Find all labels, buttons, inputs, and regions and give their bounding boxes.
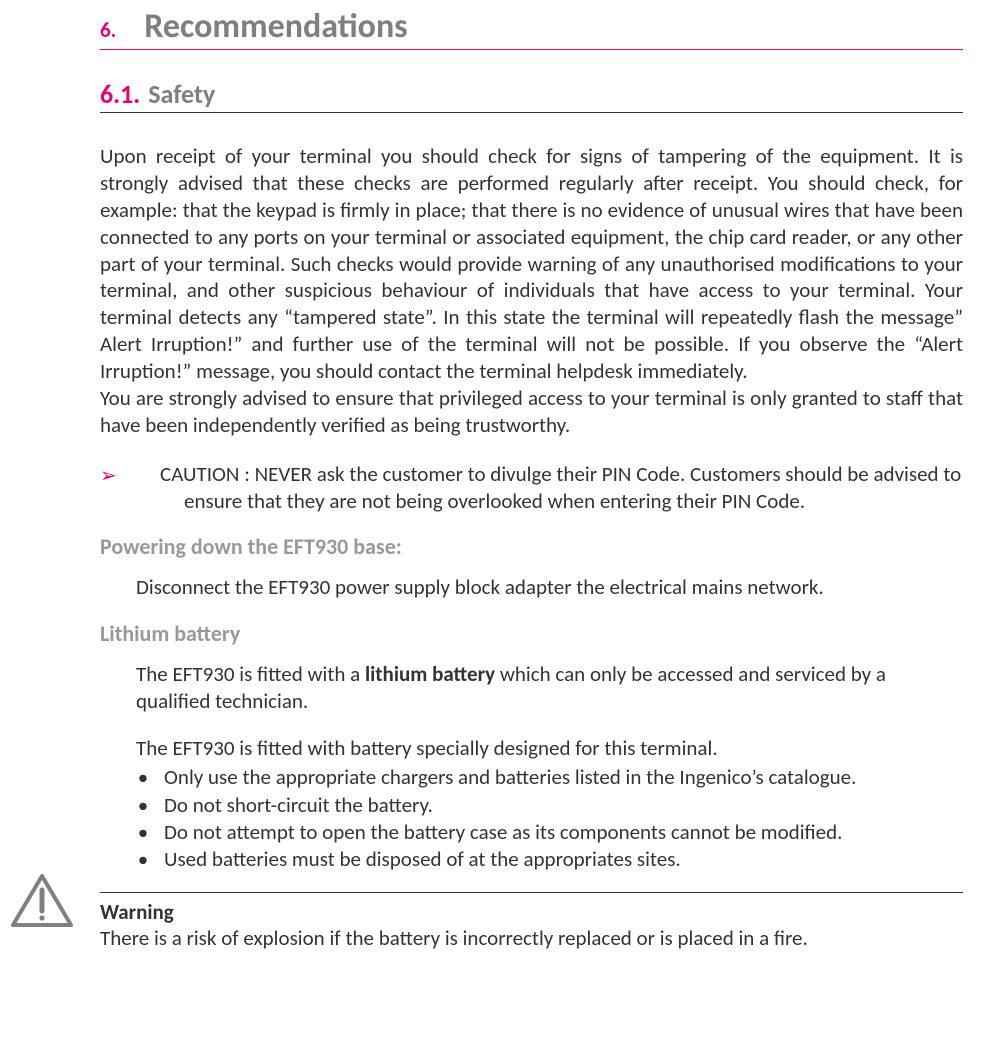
lithium-p1-pre: The EFT930 is fitted with a (136, 661, 365, 687)
lithium-paragraph-1: The EFT930 is fitted with a lithium batt… (136, 661, 963, 716)
section-heading: 6. Recommendations (100, 6, 963, 50)
list-item-text: Used batteries must be disposed of at th… (164, 846, 681, 873)
list-item: • Do not attempt to open the battery cas… (136, 819, 963, 846)
powering-text: Disconnect the EFT930 power supply block… (136, 574, 963, 601)
warning-block: Warning There is a risk of explosion if … (100, 899, 963, 952)
body-paragraph-2: You are strongly advised to ensure that … (100, 385, 963, 439)
lithium-p1-bold: lithium battery (365, 661, 495, 687)
powering-heading: Powering down the EFT930 base: (100, 533, 963, 560)
list-item-text: Do not attempt to open the battery case … (164, 819, 842, 846)
lithium-heading: Lithium battery (100, 620, 963, 647)
caution-row: ➢ CAUTION : NEVER ask the customer to di… (100, 461, 963, 516)
section-number: 6. (100, 17, 116, 43)
section-title: Recommendations (144, 6, 407, 47)
subsection-number: 6.1. (100, 78, 140, 110)
list-item: • Used batteries must be disposed of at … (136, 846, 963, 873)
body-paragraph-1: Upon receipt of your terminal you should… (100, 143, 963, 385)
warning-divider (100, 892, 963, 893)
caution-text: CAUTION : NEVER ask the customer to divu… (160, 461, 963, 516)
subsection-title: Safety (148, 78, 215, 110)
warning-title: Warning (100, 899, 963, 925)
subsection-heading: 6.1. Safety (100, 78, 963, 113)
warning-body: There is a risk of explosion if the batt… (100, 925, 963, 952)
list-item: • Only use the appropriate chargers and … (136, 764, 963, 791)
warning-icon (10, 873, 74, 934)
list-item: • Do not short-circuit the battery. (136, 792, 963, 819)
arrow-icon: ➢ (100, 461, 160, 516)
list-item-text: Only use the appropriate chargers and ba… (164, 764, 856, 791)
lithium-paragraph-2: The EFT930 is fitted with battery specia… (136, 735, 963, 762)
list-item-text: Do not short-circuit the battery. (164, 792, 433, 819)
bullet-icon: • (136, 792, 150, 819)
lithium-bullet-list: • Only use the appropriate chargers and … (136, 764, 963, 873)
bullet-icon: • (136, 764, 150, 791)
bullet-icon: • (136, 846, 150, 873)
bullet-icon: • (136, 819, 150, 846)
